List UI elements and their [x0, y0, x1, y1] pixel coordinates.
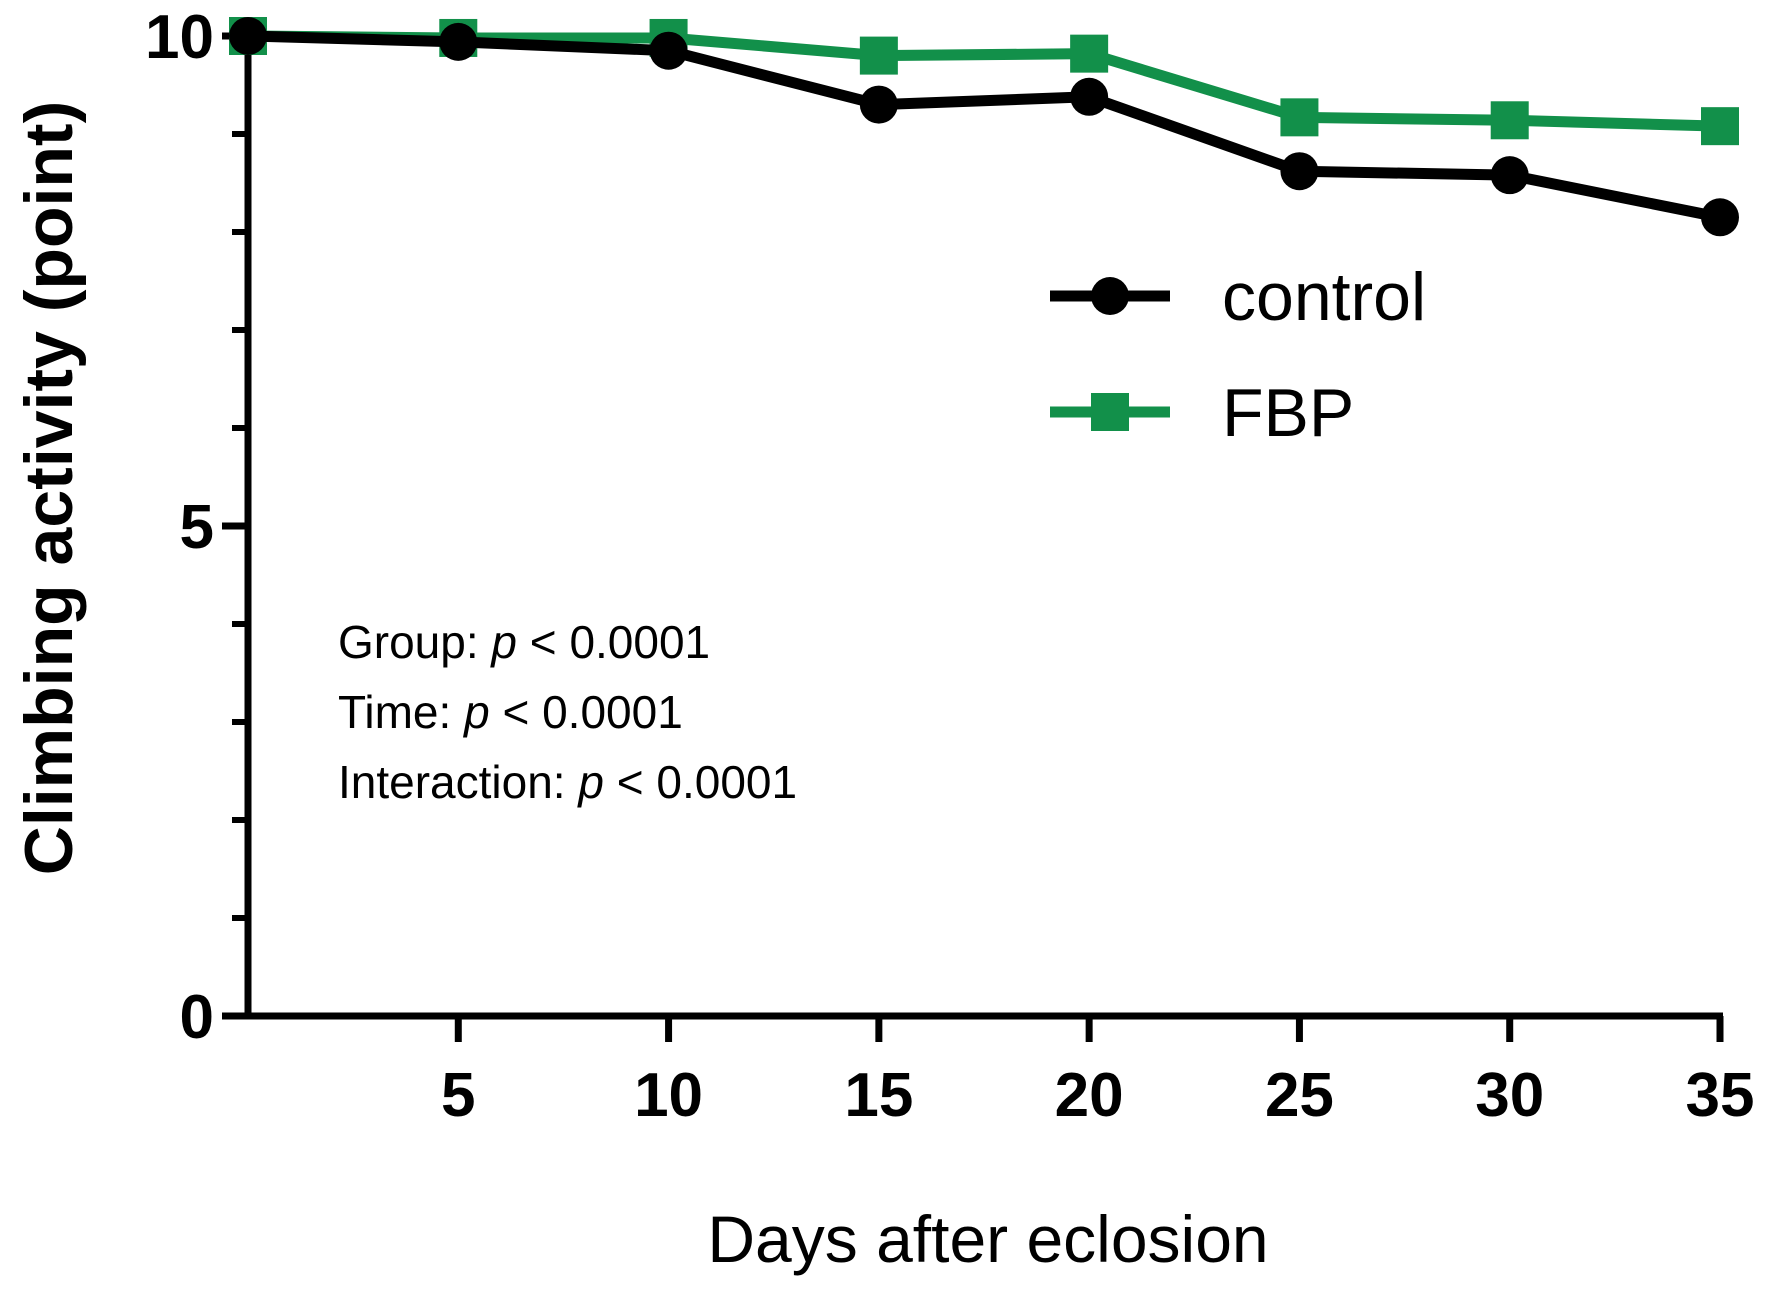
- stats-label: Interaction:: [338, 756, 578, 808]
- y-axis-title: Climbing activity (point): [11, 101, 87, 875]
- x-tick-label: 25: [1265, 1061, 1334, 1130]
- legend-marker-control: [1091, 277, 1129, 315]
- series-line-control: [247, 30, 1722, 223]
- legend-item-control: control: [1050, 259, 1426, 335]
- data-point-control: [229, 17, 267, 55]
- data-point-fbp: [1070, 34, 1109, 73]
- data-point-fbp: [1280, 98, 1319, 137]
- stats-p-value: < 0.0001: [517, 616, 710, 668]
- stats-p-value: < 0.0001: [604, 756, 797, 808]
- axes: 0 5 10 5 10 15 20 25 30 35: [145, 3, 1754, 1130]
- data-point-fbp: [1490, 101, 1529, 140]
- y-tick-label: 0: [180, 983, 214, 1052]
- stats-label: Time:: [338, 686, 464, 738]
- legend-marker-fbp: [1091, 393, 1129, 431]
- data-point-fbp: [1701, 107, 1739, 146]
- x-tick-label: 15: [844, 1061, 913, 1130]
- stats-p-symbol: p: [576, 756, 604, 808]
- data-point-control: [1280, 152, 1319, 191]
- data-point-control: [1490, 156, 1529, 195]
- stats-p-symbol: p: [489, 616, 517, 668]
- y-tick-label: 10: [145, 3, 214, 72]
- stats-line: Time: p < 0.0001: [338, 686, 683, 738]
- legend-item-fbp: FBP: [1050, 375, 1354, 451]
- data-point-fbp: [859, 36, 898, 75]
- stats-line: Interaction: p < 0.0001: [338, 756, 797, 808]
- x-tick-label: 20: [1055, 1061, 1124, 1130]
- data-point-control: [1701, 198, 1739, 237]
- y-tick-label: 5: [180, 493, 214, 562]
- x-tick-label: 10: [634, 1061, 703, 1130]
- x-axis-title: Days after eclosion: [707, 1202, 1268, 1276]
- data-point-control: [859, 85, 898, 124]
- legend-label-fbp: FBP: [1222, 375, 1354, 451]
- x-tick-label: 35: [1686, 1061, 1755, 1130]
- data-point-control: [649, 31, 688, 70]
- series-layer: [229, 17, 1739, 237]
- stats-label: Group:: [338, 616, 491, 668]
- stats-p-symbol: p: [462, 686, 490, 738]
- x-tick-label: 5: [441, 1061, 475, 1130]
- legend-label-control: control: [1222, 259, 1426, 335]
- series-control: [229, 17, 1739, 237]
- legend: control FBP: [1050, 259, 1426, 451]
- stats-p-value: < 0.0001: [490, 686, 683, 738]
- data-point-control: [1070, 77, 1109, 116]
- data-point-control: [439, 22, 478, 61]
- stats-line: Group: p < 0.0001: [338, 616, 710, 668]
- x-tick-label: 30: [1475, 1061, 1544, 1130]
